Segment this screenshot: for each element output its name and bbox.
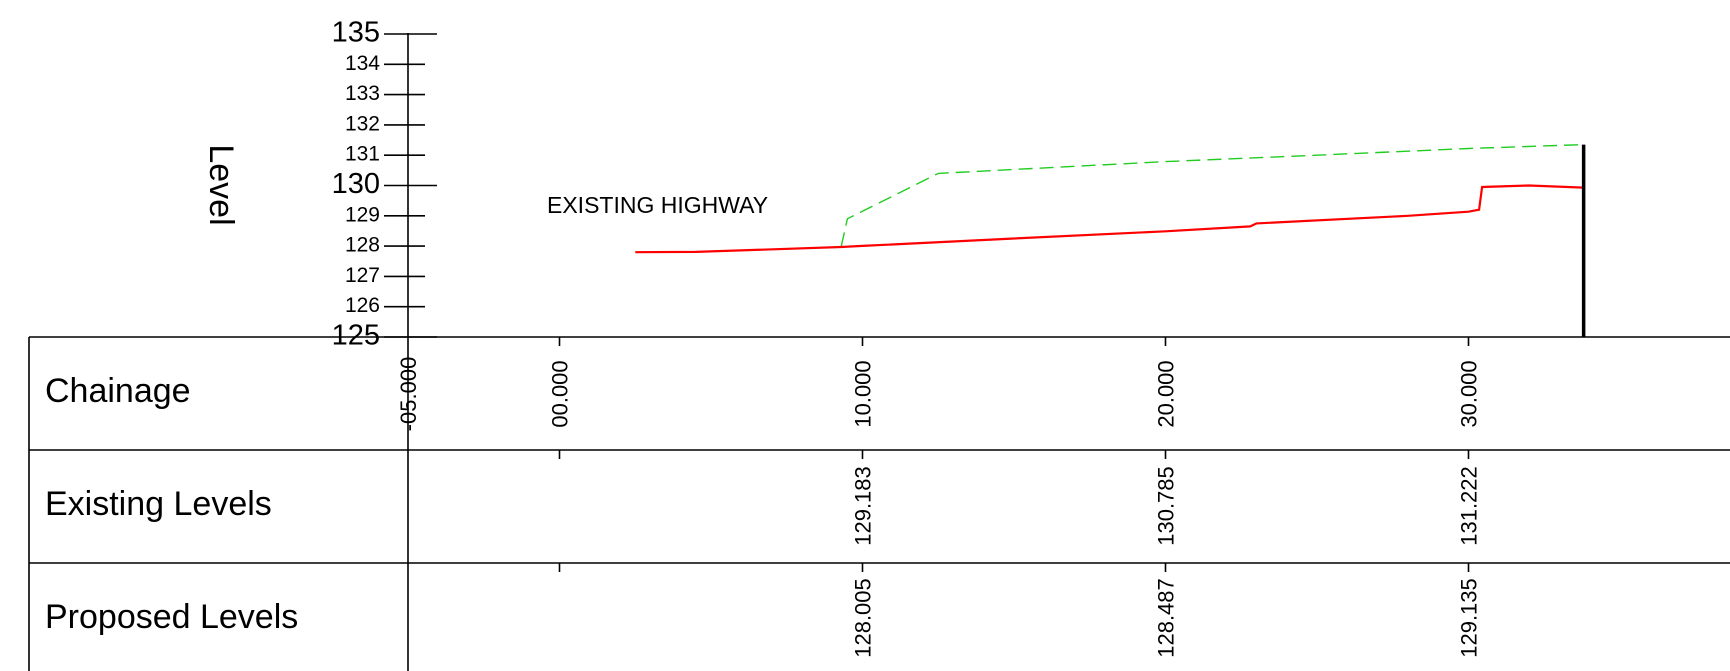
chainage-label: 10.000 [851, 360, 876, 427]
y-tick-label: 132 [345, 112, 380, 135]
existing-level-value: 130.785 [1154, 466, 1179, 546]
y-tick-label: 129 [345, 203, 380, 226]
chainage-label: -05.000 [396, 357, 421, 432]
chainage-labels: -05.000 00.000 10.000 20.000 30.000 [396, 337, 1482, 572]
y-tick-label: 128 [345, 234, 380, 257]
y-tick-label: 130 [332, 168, 380, 200]
y-tick-label: 131 [345, 143, 380, 166]
existing-level-values: 129.183 130.785 131.222 [851, 466, 1482, 546]
y-tick-label: 134 [345, 52, 380, 75]
y-tick-label: 127 [345, 264, 380, 287]
proposed-level-value: 128.487 [1154, 578, 1179, 658]
y-tick-label: 133 [345, 82, 380, 105]
existing-level-value: 131.222 [1457, 466, 1482, 546]
existing-level-line [840, 143, 1584, 247]
existing-level-value: 129.183 [851, 466, 876, 546]
proposed-level-values: 128.005 128.487 129.135 [851, 578, 1482, 658]
y-axis-label: Level [202, 144, 240, 225]
proposed-level-value: 128.005 [851, 578, 876, 658]
y-tick-label: 135 [332, 17, 380, 49]
chainage-label: 20.000 [1154, 360, 1179, 427]
data-table: Chainage Existing Levels Proposed Levels… [28, 336, 1730, 671]
chainage-label: 00.000 [548, 360, 573, 427]
y-tick-label: 125 [332, 320, 380, 352]
chainage-label: 30.000 [1457, 360, 1482, 427]
proposed-level-value: 129.135 [1457, 578, 1482, 658]
row-label-chainage: Chainage [45, 372, 191, 410]
row-label-proposed-levels: Proposed Levels [45, 598, 298, 636]
y-tick-label: 126 [345, 294, 380, 317]
row-label-existing-levels: Existing Levels [45, 485, 272, 523]
series-lines [635, 143, 1584, 254]
proposed-level-line [635, 184, 1584, 254]
existing-highway-annotation: EXISTING HIGHWAY [547, 192, 768, 218]
